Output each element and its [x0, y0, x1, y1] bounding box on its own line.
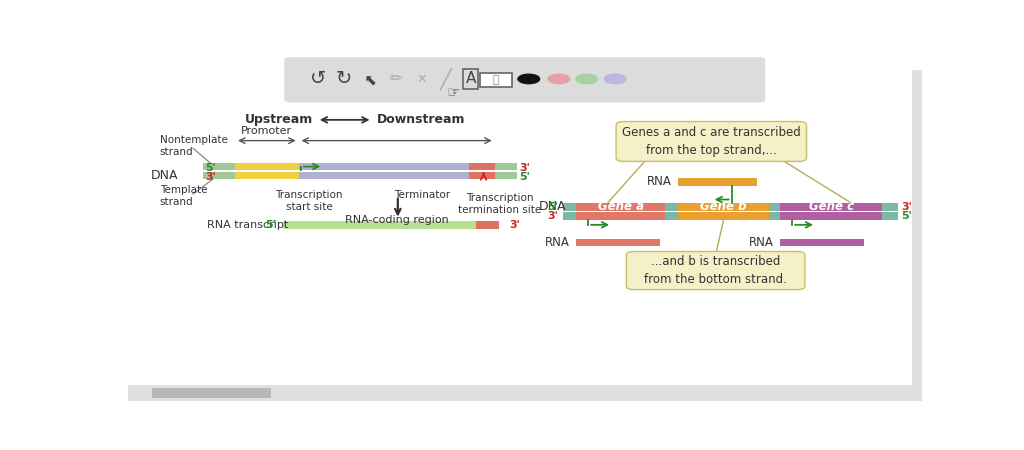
Bar: [204, 172, 236, 179]
Bar: [128, 385, 922, 400]
Text: Transcription
termination site: Transcription termination site: [458, 193, 541, 215]
Text: ✕: ✕: [417, 72, 427, 86]
Text: 3': 3': [901, 202, 911, 212]
Bar: [283, 221, 475, 229]
Text: Gene b: Gene b: [700, 200, 746, 213]
Bar: [563, 203, 898, 211]
Text: Transcription
start site: Transcription start site: [275, 190, 343, 212]
Text: 5': 5': [901, 211, 911, 221]
Bar: [469, 163, 495, 170]
Text: Template
strand: Template strand: [160, 185, 207, 207]
Text: ↻: ↻: [336, 69, 352, 89]
Bar: [236, 172, 299, 179]
Text: Gene c: Gene c: [809, 200, 854, 213]
Bar: [495, 163, 517, 170]
Text: 5': 5': [519, 171, 530, 182]
Bar: [495, 172, 517, 179]
FancyBboxPatch shape: [480, 73, 512, 87]
Text: 3': 3': [519, 162, 530, 173]
Bar: [678, 203, 769, 211]
Bar: [563, 212, 898, 220]
Text: Upstream: Upstream: [245, 113, 313, 126]
Bar: [299, 172, 469, 179]
Bar: [678, 212, 769, 220]
FancyBboxPatch shape: [616, 122, 807, 162]
Text: RNA: RNA: [750, 236, 774, 249]
Text: Downstream: Downstream: [377, 113, 465, 126]
Circle shape: [548, 74, 569, 84]
Text: RNA: RNA: [647, 176, 672, 189]
Text: A: A: [466, 72, 476, 86]
Text: Nontemplate
strand: Nontemplate strand: [160, 135, 227, 157]
Text: ↺: ↺: [310, 69, 327, 89]
Text: ☞: ☞: [446, 86, 460, 100]
Bar: [299, 163, 469, 170]
FancyBboxPatch shape: [627, 252, 805, 290]
Bar: [912, 70, 922, 385]
Text: 3': 3': [509, 220, 520, 230]
Text: 5': 5': [205, 162, 216, 173]
Text: 5': 5': [547, 202, 558, 212]
Text: ⬆: ⬆: [361, 69, 381, 89]
Text: Genes a and c are transcribed
from the top strand,...: Genes a and c are transcribed from the t…: [622, 126, 801, 157]
Bar: [577, 238, 659, 246]
Text: Promoter: Promoter: [242, 126, 293, 136]
Circle shape: [575, 74, 598, 84]
Text: 3': 3': [547, 211, 558, 221]
Text: Terminator: Terminator: [393, 190, 450, 200]
Bar: [780, 238, 863, 246]
Text: RNA: RNA: [545, 236, 570, 249]
Bar: [236, 163, 299, 170]
Text: ✏: ✏: [390, 72, 402, 86]
Bar: [678, 178, 758, 186]
Bar: [577, 203, 666, 211]
Text: DNA: DNA: [151, 169, 178, 182]
Text: RNA-coding region: RNA-coding region: [345, 215, 449, 225]
Circle shape: [604, 74, 626, 84]
Bar: [780, 203, 882, 211]
Bar: [469, 172, 495, 179]
Text: ⛰: ⛰: [493, 75, 500, 86]
Bar: [204, 163, 236, 170]
Text: Gene a: Gene a: [598, 200, 644, 213]
Circle shape: [518, 74, 540, 84]
FancyBboxPatch shape: [285, 57, 765, 103]
Text: ╱: ╱: [439, 69, 452, 91]
Text: RNA transcript: RNA transcript: [207, 220, 289, 230]
Text: ...and b is transcribed
from the bottom strand.: ...and b is transcribed from the bottom …: [644, 255, 787, 286]
Text: 5': 5': [265, 220, 275, 230]
Bar: [780, 212, 882, 220]
Text: 3': 3': [205, 171, 216, 182]
Bar: [475, 221, 500, 229]
Text: DNA: DNA: [539, 200, 566, 213]
Bar: [577, 212, 666, 220]
Bar: [152, 388, 270, 398]
